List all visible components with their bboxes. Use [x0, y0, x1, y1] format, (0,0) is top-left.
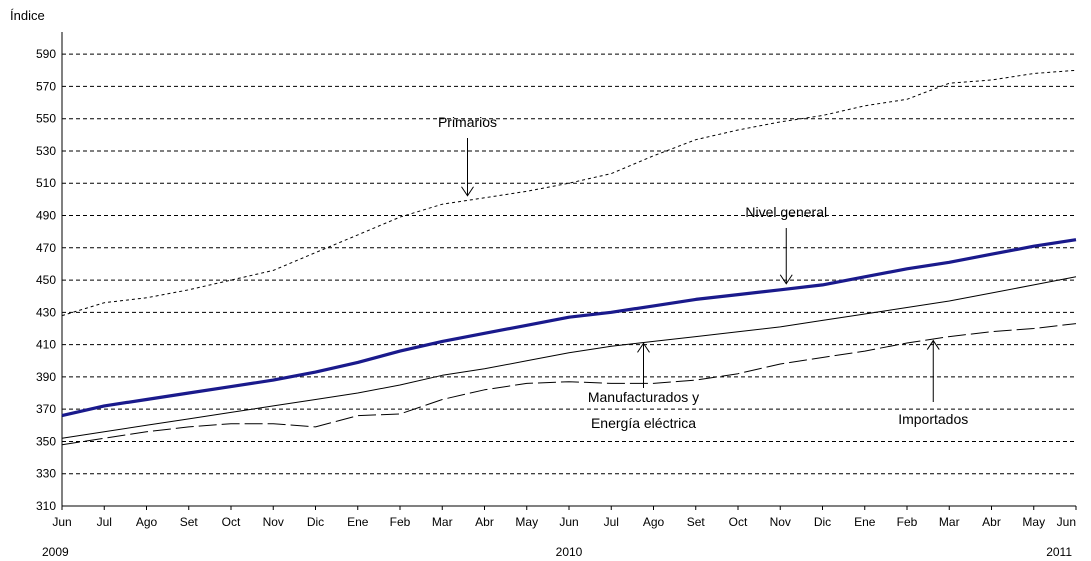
- x-tick-label: Abr: [982, 515, 1001, 529]
- x-tick-label: Dic: [307, 515, 324, 529]
- x-tick-labels: Jun Jul Ago Set Oct Nov Dic Ene Feb Mar Abr May Jun J…: [52, 515, 1076, 529]
- x-tick-label: Jun: [1057, 515, 1076, 529]
- series-line-nivel-general: [61, 238, 1077, 418]
- annotation-arrowhead: [926, 339, 940, 350]
- annotation-arrowhead: [461, 186, 474, 197]
- x-tick-label: Mar: [939, 515, 960, 529]
- y-tick-label: 550: [36, 112, 56, 126]
- x-tick-label: Nov: [263, 515, 284, 529]
- annotation-arrowhead: [779, 274, 793, 285]
- x-tick-label: Set: [180, 515, 199, 529]
- x-tick-label: Abr: [475, 515, 494, 529]
- annotation-label: Nivel general: [745, 204, 827, 220]
- gridlines: [62, 53, 1076, 475]
- y-tick-label: 490: [36, 209, 56, 223]
- y-tick-label: 310: [36, 499, 56, 513]
- x-tick-label: Oct: [222, 515, 241, 529]
- x-tick-label: Jul: [97, 515, 112, 529]
- x-tick-label: Ene: [347, 515, 369, 529]
- annotation-label: Primarios: [438, 114, 497, 130]
- series-annotations: Primarios Nivel general Manufacturados y En…: [438, 114, 968, 431]
- y-tick-label: 510: [36, 176, 56, 190]
- x-tick-label: Jun: [52, 515, 71, 529]
- annotation-arrowhead: [637, 342, 650, 353]
- x-tick-label: Dic: [814, 515, 831, 529]
- year-labels: 2009 2010 2011: [42, 545, 1072, 559]
- x-tick-label: Jul: [604, 515, 619, 529]
- y-tick-label: 570: [36, 79, 56, 93]
- y-tick-label: 370: [36, 402, 56, 416]
- y-tick-label: 430: [36, 305, 56, 319]
- y-tick-label: 450: [36, 273, 56, 287]
- series-line-manufacturados-y-energ-a-el-ctrica: [61, 276, 1077, 439]
- y-tick-label: 390: [36, 370, 56, 384]
- y-tick-label: 530: [36, 144, 56, 158]
- y-axis-label: Índice: [10, 8, 45, 23]
- y-tick-label: 470: [36, 241, 56, 255]
- series-line-primarios: [61, 69, 1077, 317]
- annotation-label: Energía eléctrica: [591, 415, 696, 431]
- x-tick-label: Mar: [432, 515, 453, 529]
- x-tick-label: Oct: [729, 515, 748, 529]
- x-tick-label: May: [1022, 515, 1045, 529]
- x-tick-label: Ago: [643, 515, 665, 529]
- x-tick-label: Feb: [390, 515, 411, 529]
- series-line-importados: [61, 323, 1077, 446]
- y-tick-label: 330: [36, 467, 56, 481]
- y-tick-label: 410: [36, 338, 56, 352]
- y-tick-label: 590: [36, 47, 56, 61]
- year-label: 2009: [42, 545, 69, 559]
- y-tick-label: 350: [36, 434, 56, 448]
- year-label: 2010: [556, 545, 583, 559]
- x-tick-label: Nov: [770, 515, 791, 529]
- x-tick-label: Jun: [559, 515, 578, 529]
- annotation-label: Manufacturados y: [588, 389, 699, 405]
- y-tick-labels: 310 330 350 370 390 410 430 450 470 490 510 530 550 5…: [36, 47, 56, 513]
- year-label: 2011: [1046, 545, 1072, 559]
- axes: [61, 32, 1077, 510]
- x-tick-label: Feb: [897, 515, 918, 529]
- x-tick-label: Ago: [136, 515, 158, 529]
- x-tick-label: May: [515, 515, 538, 529]
- x-tick-label: Ene: [854, 515, 876, 529]
- series-lines: [61, 69, 1077, 446]
- annotation-label: Importados: [898, 411, 968, 427]
- x-tick-label: Set: [687, 515, 706, 529]
